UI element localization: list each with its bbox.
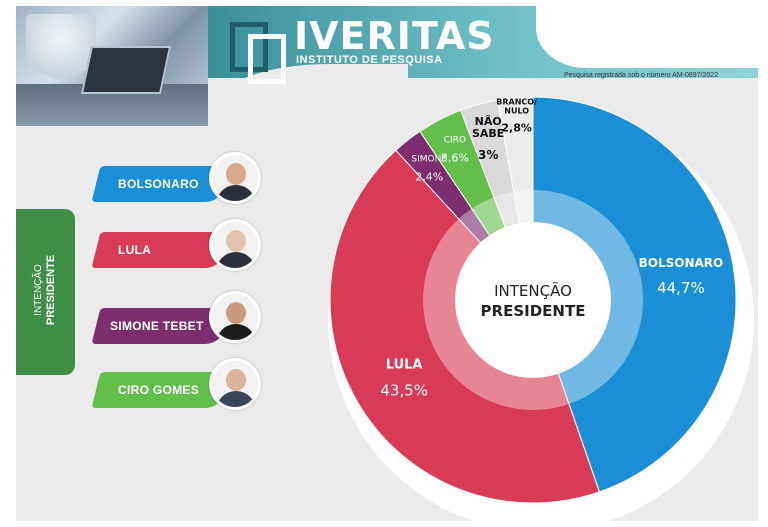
slice-label: CIRO	[444, 136, 466, 146]
infographic-frame: IVERITAS INSTITUTO DE PESQUISA Pesquisa …	[16, 6, 758, 521]
slice-label: NÃO	[475, 115, 502, 128]
avatar-ciro-gomes	[209, 358, 261, 410]
slice-label: NULO	[504, 107, 529, 116]
logo-icon	[230, 22, 286, 86]
center-label-line1: INTENÇÃO	[494, 281, 572, 300]
center-label-line2: PRESIDENTE	[481, 302, 586, 320]
slice-label: BOLSONARO	[639, 256, 724, 270]
slice-value-label: 2,4%	[415, 170, 443, 183]
side-tab	[16, 209, 75, 375]
slice-value-label: 43,5%	[380, 381, 428, 399]
center-hole	[455, 222, 611, 378]
pie-chart: INTENÇÃO PRESIDENTE BOLSONARO 44,7% LULA 43…	[329, 96, 737, 504]
brand-subtitle: INSTITUTO DE PESQUISA	[296, 54, 443, 66]
header-photo	[16, 6, 208, 126]
avatar-bolsonaro	[209, 152, 261, 204]
slice-value-label: 44,7%	[657, 279, 705, 297]
brand-name: IVERITAS	[294, 14, 495, 58]
pie-slice-bolsonaro	[532, 96, 737, 493]
slice-label: SABE	[472, 127, 504, 140]
slice-label: SIMONE	[411, 154, 447, 164]
slice-value-label: 3,6%	[441, 152, 469, 165]
slice-value-label: 2,8%	[501, 122, 532, 135]
avatar-lula	[209, 219, 261, 271]
registration-note: Pesquisa registrada sob o número AM-0897…	[564, 72, 719, 79]
slice-label: LULA	[386, 357, 423, 372]
slice-value-label: 3%	[478, 148, 498, 162]
avatar-simone-tebet	[209, 291, 261, 343]
slice-label: BRANCO/	[496, 98, 537, 107]
header-banner-corner	[536, 6, 758, 68]
